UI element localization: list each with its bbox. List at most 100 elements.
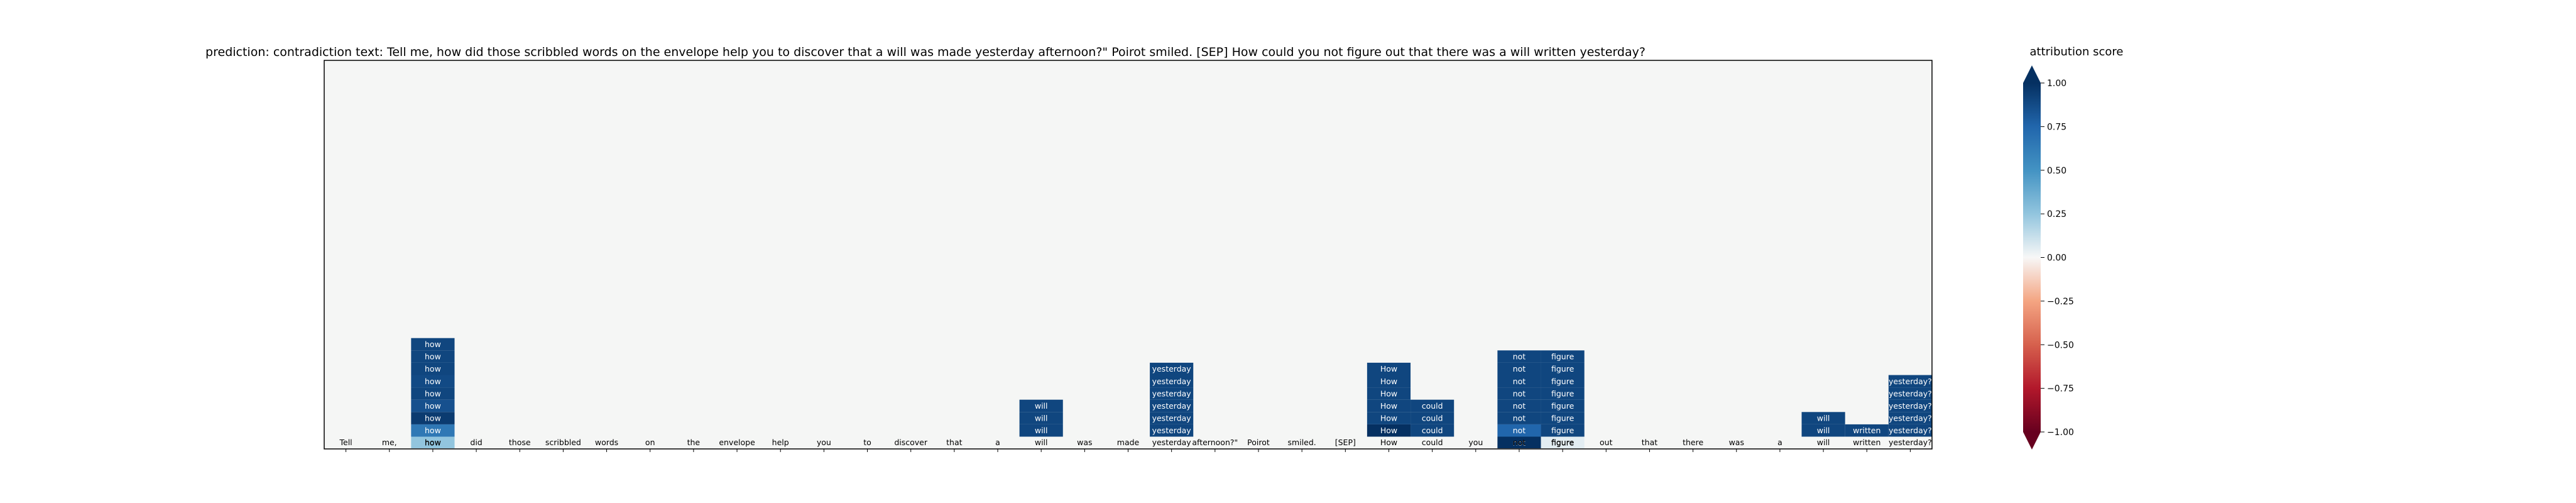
x-tick-label: how [425, 438, 441, 447]
highlight-cell-label: will [1035, 414, 1048, 423]
x-tick-label: made [1117, 438, 1140, 447]
x-tick-label: you [1468, 438, 1483, 447]
highlight-cell-label: how [425, 389, 441, 398]
highlight-cell-label: yesterday [1152, 414, 1192, 423]
highlight-cell [1541, 350, 1585, 363]
x-tick-label: that [946, 438, 962, 447]
x-tick-label: afternoon?" [1192, 438, 1238, 447]
base-cell [1497, 436, 1541, 448]
x-tick-label: a [995, 438, 1000, 447]
highlight-cell [1541, 412, 1585, 424]
highlight-cell-label: yesterday? [1889, 389, 1932, 398]
highlight-cell-label: how [425, 364, 441, 373]
highlight-cell [411, 338, 455, 351]
highlight-cell [1497, 350, 1541, 363]
highlight-cell [1845, 424, 1889, 437]
x-tick-label: will [1817, 438, 1830, 447]
chart-title: prediction: contradiction text: Tell me,… [205, 45, 1645, 59]
heatmap-cells: how not figure how how how how how how how how will… [411, 338, 1932, 448]
base-cell-label: not [1513, 438, 1526, 447]
highlight-cell-label: figure [1551, 377, 1575, 386]
x-tick-label: on [645, 438, 655, 447]
x-tick-label: Tell [339, 438, 352, 447]
highlight-cell [1019, 424, 1063, 437]
highlight-cell [1367, 399, 1411, 412]
highlight-cell-label: not [1513, 401, 1526, 411]
highlight-cell [1888, 424, 1932, 437]
highlight-cell [1888, 399, 1932, 412]
highlight-cell-label: not [1513, 414, 1526, 423]
highlight-cell-label: not [1513, 426, 1526, 435]
highlight-cell [411, 424, 455, 437]
colorbar-tick-label: 1.00 [2047, 79, 2066, 89]
highlight-cell [411, 387, 455, 400]
highlight-cell [1150, 375, 1194, 388]
highlight-cell-label: could [1422, 426, 1443, 435]
colorbar-tick-label: −0.50 [2047, 340, 2074, 350]
highlight-cell [1888, 412, 1932, 424]
highlight-cell [1497, 387, 1541, 400]
colorbar-tick-label: −0.25 [2047, 297, 2074, 307]
x-tick-label: Poirot [1247, 438, 1270, 447]
x-tick-label: you [817, 438, 831, 447]
colorbar-tick-label: −1.00 [2047, 428, 2074, 438]
highlight-cell [1497, 375, 1541, 388]
x-tick-label: words [595, 438, 618, 447]
highlight-cell-label: will [1817, 414, 1830, 423]
highlight-cell-label: how [425, 340, 441, 349]
highlight-cell [411, 375, 455, 388]
colorbar-tick-label: −0.75 [2047, 384, 2074, 394]
highlight-cell-label: how [425, 426, 441, 435]
highlight-cell [1150, 412, 1194, 424]
highlight-cell [1497, 424, 1541, 437]
highlight-cell-label: How [1380, 401, 1397, 411]
highlight-cell-label: yesterday? [1889, 377, 1932, 386]
highlight-cell-label: figure [1551, 426, 1575, 435]
highlight-cell [1888, 375, 1932, 388]
highlight-cell [1367, 412, 1411, 424]
colorbar-label: attribution score [2030, 45, 2124, 58]
highlight-cell-label: how [425, 414, 441, 423]
colorbar [2023, 83, 2041, 432]
highlight-cell-label: will [1817, 426, 1830, 435]
highlight-cell-label: yesterday [1152, 389, 1192, 398]
x-tick-label: scribbled [545, 438, 581, 447]
x-tick-label: discover [894, 438, 928, 447]
highlight-cell [1150, 387, 1194, 400]
x-tick-label: figure [1551, 438, 1575, 447]
highlight-cell [1801, 412, 1845, 424]
highlight-cell [1411, 412, 1454, 424]
x-tick-label: envelope [719, 438, 755, 447]
highlight-cell [1411, 399, 1454, 412]
highlight-cell-label: could [1422, 401, 1443, 411]
highlight-cell-label: How [1380, 414, 1397, 423]
base-cell-label: figure [1551, 438, 1575, 447]
highlight-cell-label: yesterday [1152, 377, 1192, 386]
x-tick-label: did [470, 438, 482, 447]
colorbar-min-extend [2023, 432, 2041, 450]
x-tick-label: help [772, 438, 789, 447]
x-tick-label: a [1777, 438, 1782, 447]
highlight-cell-label: could [1422, 414, 1443, 423]
x-tick-label: yesterday? [1889, 438, 1932, 447]
highlight-cell-label: figure [1551, 364, 1575, 373]
highlight-cell-label: How [1380, 389, 1397, 398]
highlight-cell [411, 399, 455, 412]
highlight-cell [1367, 387, 1411, 400]
highlight-cell-label: yesterday? [1889, 414, 1932, 423]
highlight-cell [1019, 399, 1063, 412]
highlight-cell [1150, 362, 1194, 375]
x-tick-label: that [1642, 438, 1657, 447]
x-tick-label: written [1853, 438, 1880, 447]
x-tick-label: the [687, 438, 701, 447]
x-tick-label: was [1729, 438, 1744, 447]
colorbar-tick-label: 0.75 [2047, 122, 2066, 132]
highlight-cell-label: figure [1551, 352, 1575, 362]
highlight-cell-label: how [425, 352, 441, 362]
highlight-cell-label: not [1513, 389, 1526, 398]
highlight-cell [1497, 399, 1541, 412]
highlight-cell-label: how [425, 401, 441, 411]
highlight-cell [411, 362, 455, 375]
highlight-cell-label: yesterday? [1889, 401, 1932, 411]
